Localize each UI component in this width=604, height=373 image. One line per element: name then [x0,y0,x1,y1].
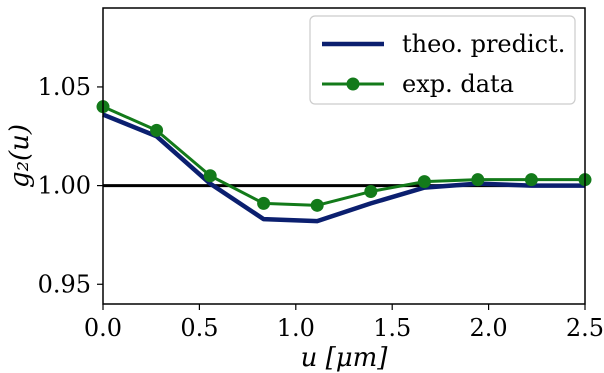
legend-swatch-exp-data-marker [346,77,360,91]
y-tick-label: 1.05 [38,73,91,101]
x-tick-label: 2.5 [566,314,604,342]
x-axis: 0.0 0.5 1.0 1.5 2.0 2.5 [84,304,604,342]
axis-labels: u [μm] g₂(u) [5,124,388,373]
y-axis: 0.95 1.00 1.05 [38,73,103,298]
data-point-exp-data [524,173,538,187]
legend-label-theo-predict: theo. predict. [402,30,565,58]
plot-frame [102,7,586,305]
y-tick-label: 1.00 [38,172,91,200]
legend-label-exp-data: exp. data [402,70,514,98]
y-tick-label: 0.95 [38,270,91,298]
legend-box [309,15,576,105]
data-point-exp-data [364,185,378,199]
legend: theo. predict. exp. data [309,15,576,105]
x-tick-label: 1.0 [277,314,315,342]
x-tick-label: 1.5 [373,314,411,342]
x-axis-label: u [μm] [301,343,389,373]
series-line-exp-data [102,105,585,207]
data-point-exp-data [310,198,324,212]
series-line-theo-predict [102,112,585,224]
x-tick-label: 0.5 [180,314,218,342]
data-layer [96,100,592,224]
y-axis-label: g₂(u) [5,124,35,188]
data-point-exp-data [203,169,217,183]
data-point-exp-data [150,123,164,137]
x-tick-label: 0.0 [84,314,122,342]
data-point-exp-data [417,175,431,189]
data-point-exp-data [257,196,271,210]
plot-area [96,7,592,305]
x-tick-label: 2.0 [470,314,508,342]
data-point-exp-data [471,173,485,187]
